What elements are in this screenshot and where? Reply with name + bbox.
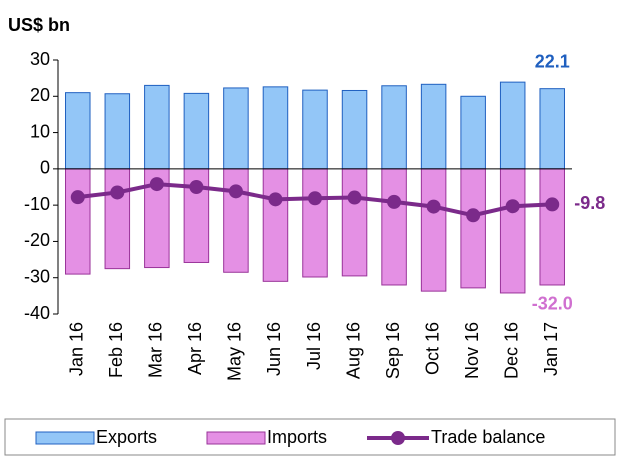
x-tick-label: May 16 [225,322,245,381]
bar [499,168,526,294]
y-tick-label: 0 [40,158,50,178]
bar [381,168,407,286]
bar [381,85,407,170]
marker [505,199,520,214]
x-tick-label: Feb 16 [106,322,126,378]
y-tick-label: 20 [30,85,50,105]
x-tick-label: Jun 16 [264,322,284,376]
y-tick-label: -30 [24,266,50,286]
marker [426,199,441,214]
y-tick-label: 30 [30,49,50,69]
marker [228,184,243,199]
bar [341,89,368,170]
x-tick-label: Jan 17 [541,322,561,376]
x-tick-label: Dec 16 [501,322,521,379]
marker [466,208,481,223]
bar [104,93,131,170]
x-tick-label: Jan 16 [67,322,87,376]
bar [420,168,447,292]
x-tick-label: Mar 16 [146,322,166,378]
legend-label: Imports [267,427,327,447]
legend-swatch [35,431,95,445]
marker [189,180,204,194]
bar [223,87,249,170]
bar [420,83,447,170]
legend-label: Exports [96,427,157,447]
data-label: -9.8 [574,193,605,213]
y-tick-label: -10 [24,194,50,214]
bar [539,88,565,170]
bar [262,86,289,170]
x-tick-label: Jul 16 [304,322,324,370]
y-tick-label: -40 [24,303,50,323]
data-label: 22.1 [535,51,570,71]
bar [341,168,368,277]
bar [302,89,328,170]
marker [70,190,85,205]
marker [347,190,362,205]
marker [110,185,125,200]
bar [499,81,526,170]
legend-marker [391,431,405,445]
x-tick-label: Nov 16 [462,322,482,379]
bar [144,84,170,170]
bar [460,168,486,289]
x-tick-label: Aug 16 [343,322,363,379]
y-tick-label: 10 [30,121,50,141]
marker [149,177,164,192]
marker [545,197,560,212]
legend-box [4,418,616,456]
legend-swatch [206,431,266,445]
bar [460,95,486,170]
bar [262,168,289,282]
y-tick-label: -20 [24,230,50,250]
marker [308,191,322,206]
x-tick-label: Oct 16 [422,322,442,375]
x-tick-label: Apr 16 [185,322,205,375]
bar [183,92,210,170]
marker [268,192,283,207]
marker [387,194,402,209]
x-tick-label: Sep 16 [383,322,403,379]
data-label: -32.0 [532,294,573,314]
bar [302,168,328,278]
y-axis-label: US$ bn [8,15,70,35]
legend-label: Trade balance [431,427,545,447]
bar [65,92,91,170]
bar [539,168,565,286]
bar [65,168,91,275]
bar [104,168,131,270]
